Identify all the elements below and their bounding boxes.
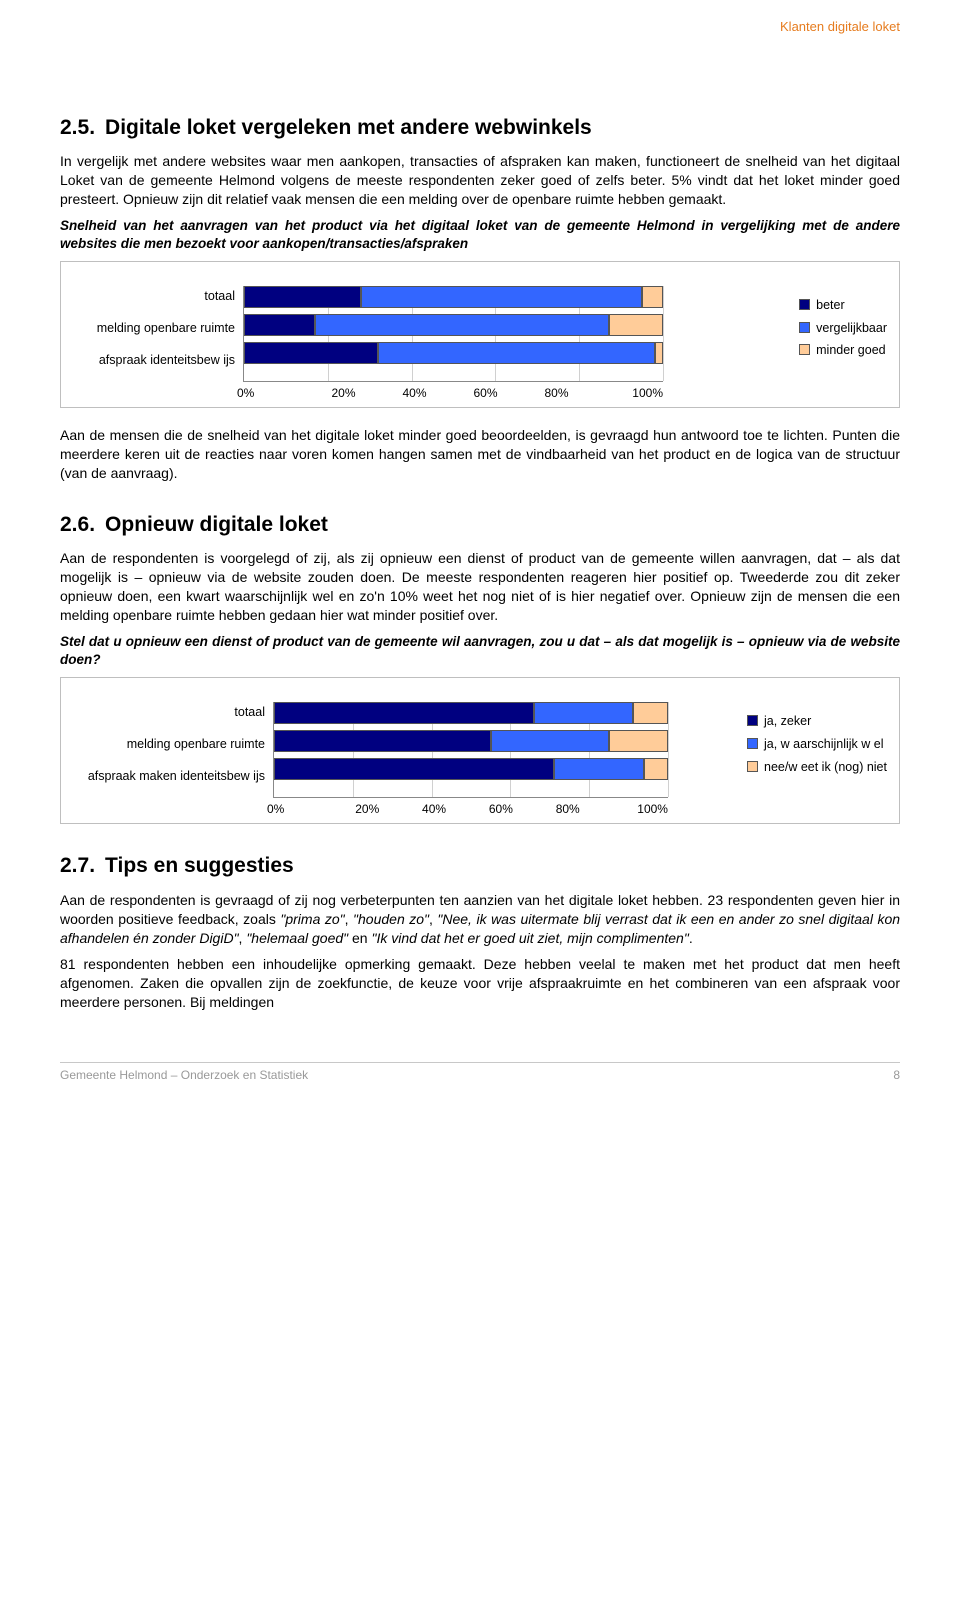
chart-legend-item: nee/w eet ik (nog) niet [747,759,887,776]
chart-legend-item: minder goed [799,342,887,359]
chart-bar-segment [244,314,315,336]
chart-legend-item: ja, w aarschijnlijk w el [747,736,887,753]
legend-swatch [747,738,758,749]
chart-legend-item: ja, zeker [747,713,887,730]
s27-quote4: "helemaal goed" [246,930,348,946]
chart-bar-segment [361,286,642,308]
chart1-x-axis: 0%20%40%60%80%100% [243,385,663,401]
chart-bar-segment [244,286,361,308]
s27-quote5: "Ik vind dat het er goed uit ziet, mijn … [371,930,688,946]
section-27-title: Tips en suggesties [105,854,294,877]
chart-bar-row [274,758,668,780]
legend-label: ja, zeker [764,713,811,730]
chart-bar-segment [244,342,378,364]
chart-bar-segment [609,730,668,752]
legend-label: vergelijkbaar [816,320,887,337]
chart-bar-segment [644,758,668,780]
section-27-heading: 2.7. Tips en suggesties [60,852,900,880]
section-26-para1: Aan de respondenten is voorgelegd of zij… [60,549,900,625]
chart1-legend: beter vergelijkbaar minder goed [785,280,887,376]
chart-bar-segment [642,286,663,308]
chart-bar-row [244,286,663,308]
chart-category-label: afspraak identeitsbew ijs [73,352,235,369]
legend-swatch [747,761,758,772]
section-27-para1: Aan de respondenten is gevraagd of zij n… [60,891,900,948]
legend-swatch [799,322,810,333]
footer-page-number: 8 [893,1067,900,1083]
chart1-y-labels: totaal melding openbare ruimte afspraak id… [73,280,243,376]
chart-bar-segment [655,342,663,364]
section-25-number: 2.5. [60,116,95,139]
section-25-para1: In vergelijk met andere websites waar me… [60,152,900,209]
chart-legend-item: vergelijkbaar [799,320,887,337]
chart2-caption: Stel dat u opnieuw een dienst of product… [60,633,900,669]
section-25-heading: 2.5. Digitale loket vergeleken met andere… [60,114,900,142]
section-26-heading: 2.6. Opnieuw digitale loket [60,511,900,539]
chart-x-tick: 0% [237,385,308,401]
chart-category-label: melding openbare ruimte [73,320,235,337]
legend-label: nee/w eet ik (nog) niet [764,759,887,776]
chart-bar-segment [378,342,655,364]
page-footer: Gemeente Helmond – Onderzoek en Statisti… [60,1062,900,1083]
section-25-title: Digitale loket vergeleken met andere web… [105,116,592,139]
chart-x-tick: 60% [450,385,521,401]
chart-bar-segment [554,758,645,780]
chart-x-tick: 40% [379,385,450,401]
chart-bar-segment [534,702,633,724]
section-27-para2: 81 respondenten hebben een inhoudelijke … [60,955,900,1012]
legend-label: ja, w aarschijnlijk w el [764,736,883,753]
chart2-x-axis: 0%20%40%60%80%100% [273,801,668,817]
s27-sep1: , [345,911,353,927]
chart-bar-row [274,702,668,724]
section-25-para2: Aan de mensen die de snelheid van het di… [60,426,900,483]
chart-bar-segment [274,730,491,752]
footer-left: Gemeente Helmond – Onderzoek en Statisti… [60,1067,308,1083]
chart-bar-segment [633,702,668,724]
chart1-plot [243,286,663,382]
legend-label: minder goed [816,342,886,359]
chart-x-tick: 20% [334,801,401,817]
chart1-caption: Snelheid van het aanvragen van het produ… [60,217,900,253]
chart-bar-row [244,342,663,364]
s27-quote2: "houden zo" [353,911,429,927]
chart-bar-row [244,314,663,336]
chart-bar-segment [274,702,534,724]
chart-category-label: afspraak maken identeitsbew ijs [73,768,265,785]
chart-x-tick: 40% [401,801,468,817]
chart-x-tick: 80% [521,385,592,401]
chart-bar-segment [315,314,608,336]
chart-x-tick: 0% [267,801,334,817]
chart1-container: totaal melding openbare ruimte afspraak id… [60,261,900,408]
s27-quote1: "prima zo" [280,911,344,927]
chart-x-tick: 100% [592,385,663,401]
chart-legend-item: beter [799,297,887,314]
chart-x-tick: 80% [534,801,601,817]
chart2-plot [273,702,668,798]
chart-category-label: totaal [73,704,265,721]
chart-bar-segment [491,730,609,752]
chart-x-tick: 100% [601,801,668,817]
running-header: Klanten digitale loket [60,0,900,86]
chart-category-label: totaal [73,288,235,305]
section-26-title: Opnieuw digitale loket [105,513,328,536]
legend-swatch [799,344,810,355]
chart-bar-segment [274,758,554,780]
chart-x-tick: 20% [308,385,379,401]
legend-label: beter [816,297,845,314]
chart2-legend: ja, zeker ja, w aarschijnlijk w el nee/w e… [733,696,887,792]
chart-x-tick: 60% [467,801,534,817]
section-27-number: 2.7. [60,854,95,877]
section-26-number: 2.6. [60,513,95,536]
chart-bar-row [274,730,668,752]
s27-sep4: en [348,930,371,946]
s27-sep5: . [689,930,693,946]
chart-bar-segment [609,314,663,336]
chart2-container: totaal melding openbare ruimte afspraak ma… [60,677,900,824]
chart2-y-labels: totaal melding openbare ruimte afspraak ma… [73,696,273,792]
legend-swatch [747,715,758,726]
legend-swatch [799,299,810,310]
chart-category-label: melding openbare ruimte [73,736,265,753]
